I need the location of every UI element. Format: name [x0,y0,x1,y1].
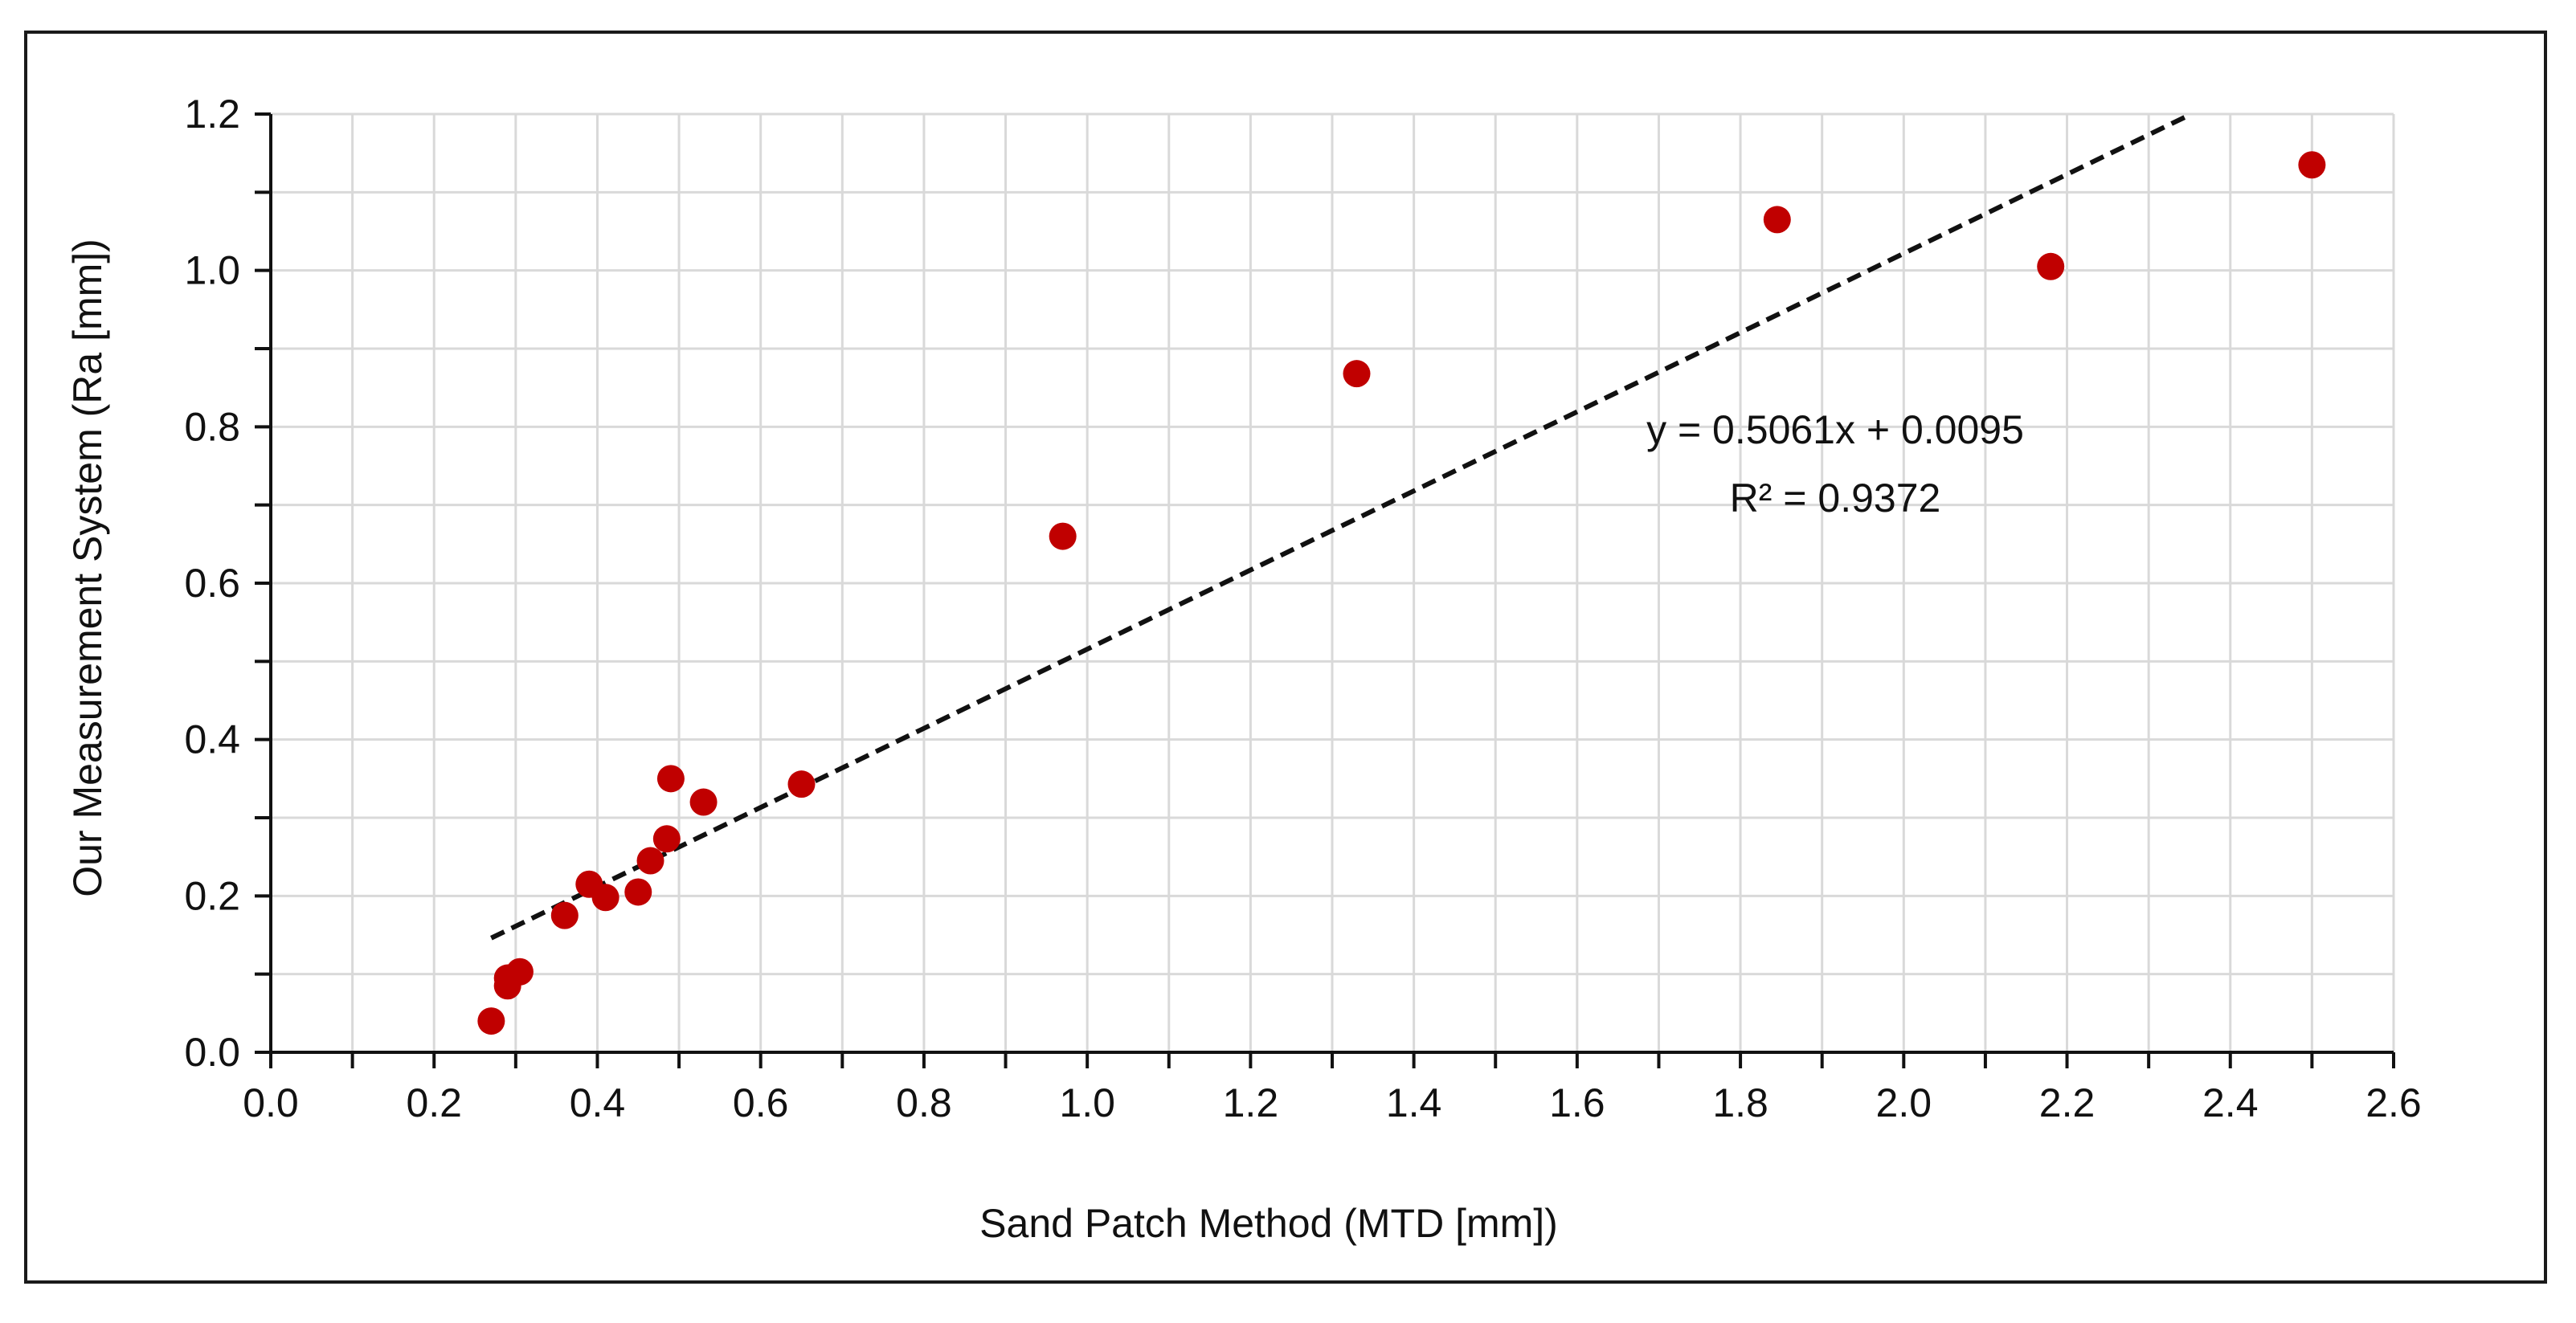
trend-layer [490,112,2193,941]
data-point [656,765,685,793]
y-tick-label: 1.2 [184,92,240,137]
data-point [787,770,816,798]
data-point [1343,360,1371,388]
x-tick-label: 0.2 [406,1080,462,1125]
x-tick-label: 1.0 [1059,1080,1115,1125]
data-point [591,884,619,912]
x-tick-label: 0.4 [570,1080,626,1125]
x-tick-label: 2.6 [2365,1080,2422,1125]
data-point [1049,522,1077,550]
x-tick-label: 2.2 [2039,1080,2096,1125]
grid-layer [271,112,2395,1052]
data-point [636,847,664,875]
x-tick-label: 2.0 [1876,1080,1932,1125]
data-point [550,901,579,929]
y-tick-label: 0.4 [184,717,240,762]
data-point [505,958,534,986]
y-tick-label: 0.2 [184,873,240,918]
x-tick-label: 2.4 [2202,1080,2259,1125]
x-tick-label: 0.8 [896,1080,952,1125]
trendline [490,112,2193,941]
x-tick-label: 1.6 [1549,1080,1605,1125]
labels-layer: Sand Patch Method (MTD [mm]) Our Measure… [65,92,2422,1246]
data-point [2037,252,2065,280]
trendline-equation: y = 0.5061x + 0.0095 [1646,407,2024,452]
x-tick-label: 0.0 [243,1080,299,1125]
x-tick-label: 1.4 [1386,1080,1442,1125]
axes-layer [255,112,2395,1068]
y-tick-label: 0.6 [184,561,240,606]
data-point [689,788,718,816]
data-point [624,878,652,906]
chart-frame: Sand Patch Method (MTD [mm]) Our Measure… [24,31,2547,1284]
y-tick-label: 0.8 [184,404,240,449]
data-point [2298,151,2326,179]
x-axis-title: Sand Patch Method (MTD [mm]) [979,1201,1558,1246]
data-point [652,825,681,853]
data-point [1763,206,1791,234]
y-tick-label: 1.0 [184,248,240,293]
x-tick-label: 0.6 [733,1080,789,1125]
data-point [477,1007,505,1035]
trendline-r2: R² = 0.9372 [1730,476,1941,521]
y-axis-title: Our Measurement System (Ra [mm]) [65,239,110,897]
y-tick-label: 0.0 [184,1030,240,1075]
points-layer [477,151,2326,1035]
x-tick-label: 1.2 [1223,1080,1279,1125]
x-tick-label: 1.8 [1712,1080,1768,1125]
chart-svg: Sand Patch Method (MTD [mm]) Our Measure… [65,92,2422,1246]
